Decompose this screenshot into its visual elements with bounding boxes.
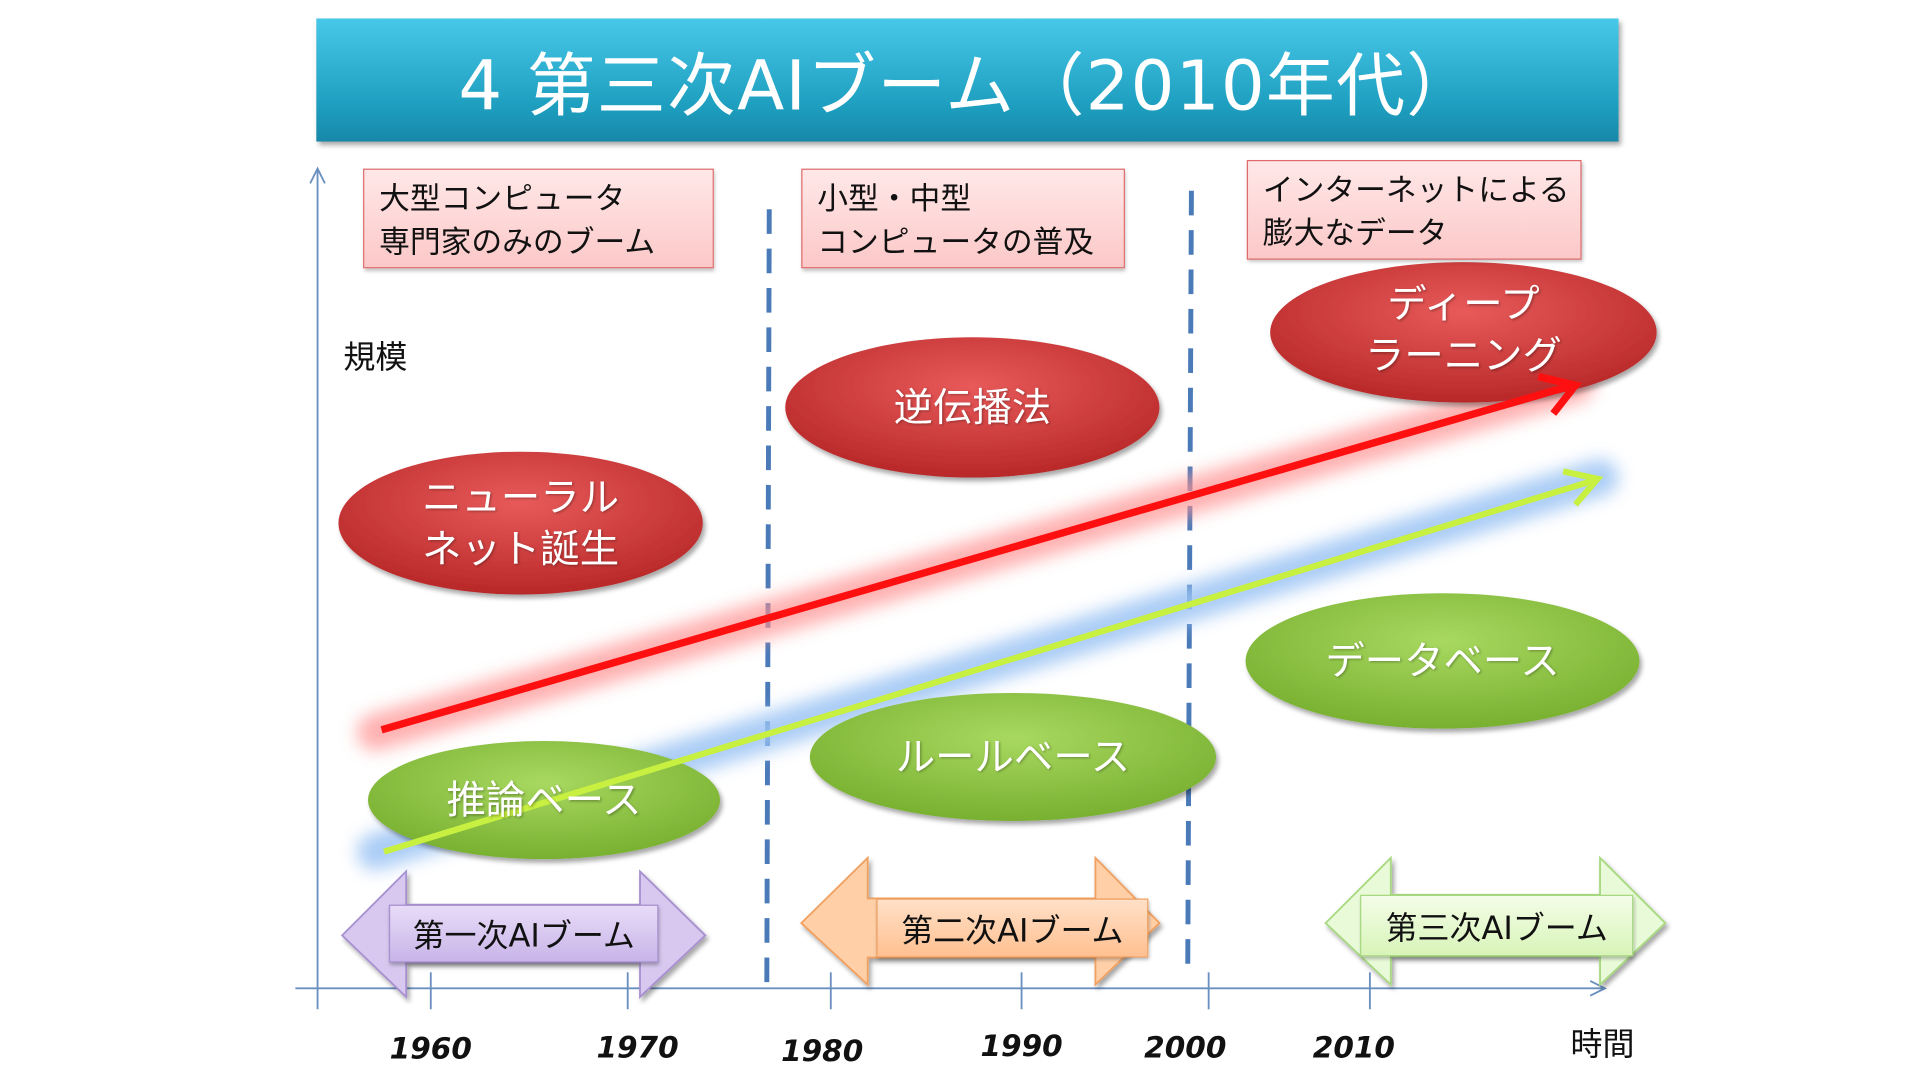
database-text: データベース bbox=[1325, 637, 1560, 685]
ellipse-neural-net bbox=[338, 451, 703, 595]
red-trend-arrow bbox=[380, 381, 1574, 734]
red-arrowhead-icon bbox=[1537, 373, 1582, 416]
green-arrowhead-icon bbox=[1562, 468, 1604, 507]
neural-net-text: ニューラル ネット誕生 bbox=[422, 473, 620, 573]
inference-text: 推論ベース bbox=[446, 776, 642, 824]
year-label: 1980 bbox=[781, 1033, 864, 1069]
year-label: 2000 bbox=[1144, 1030, 1227, 1065]
green-trend-arrow bbox=[383, 477, 1597, 855]
ellipse-deep-learning bbox=[1270, 262, 1657, 403]
boom3-label: 第三次AIブーム bbox=[1360, 894, 1634, 957]
era-note-2: 小型・中型 コンピュータの普及 bbox=[801, 168, 1125, 269]
backprop-text: 逆伝播法 bbox=[893, 384, 1052, 431]
era-divider-2 bbox=[1185, 190, 1194, 973]
era-divider-1 bbox=[764, 209, 772, 991]
deep-learning-text: ディープ ラーニング bbox=[1364, 280, 1562, 380]
year-label: 1970 bbox=[596, 1030, 679, 1065]
ellipse-rule-base bbox=[809, 692, 1217, 821]
ellipse-database bbox=[1245, 593, 1640, 729]
ellipse-backprop bbox=[785, 337, 1160, 478]
x-axis-label: 時間 bbox=[1570, 1026, 1635, 1064]
x-axis-arrow-icon bbox=[1589, 980, 1608, 997]
year-label: 1960 bbox=[389, 1031, 472, 1066]
slide-title: 4 第三次AIブーム（2010年代） bbox=[316, 18, 1619, 142]
boom2-label: 第二次AIブーム bbox=[876, 898, 1149, 958]
y-axis-arrow-icon bbox=[309, 166, 326, 184]
y-axis-label: 規模 bbox=[343, 339, 408, 377]
year-label: 1990 bbox=[980, 1028, 1063, 1064]
boom1-label: 第一次AIブーム bbox=[388, 904, 659, 963]
rule-base-text: ルールベース bbox=[895, 733, 1131, 781]
era-note-3: インターネットによる 膨大なデータ bbox=[1246, 160, 1582, 260]
year-label: 2010 bbox=[1312, 1030, 1395, 1065]
era-note-1: 大型コンピュータ 専門家のみのブーム bbox=[363, 168, 714, 269]
